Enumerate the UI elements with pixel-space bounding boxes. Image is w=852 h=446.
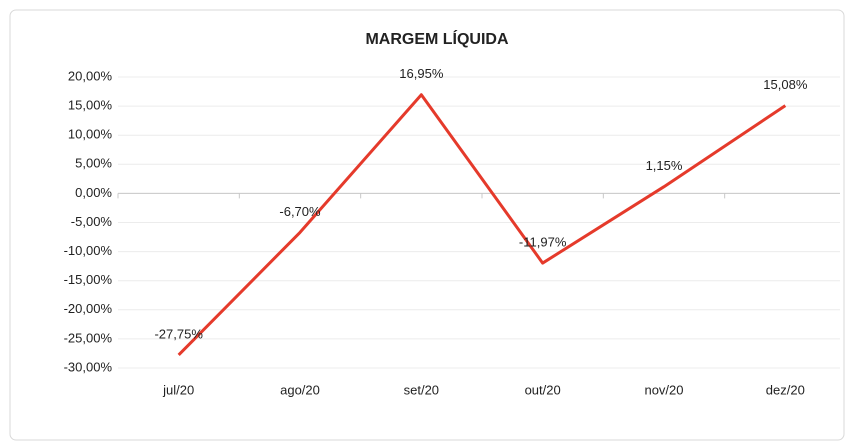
y-tick-label: 0,00%: [75, 185, 112, 200]
y-tick-label: 10,00%: [68, 127, 113, 142]
x-tick-label: set/20: [404, 382, 439, 397]
y-tick-label: 15,00%: [68, 98, 113, 113]
data-label: 1,15%: [646, 158, 683, 173]
y-tick-label: 20,00%: [68, 68, 113, 83]
y-tick-label: -20,00%: [64, 301, 113, 316]
chart-frame: [9, 9, 845, 441]
y-tick-label: -5,00%: [71, 214, 113, 229]
y-tick-label: -15,00%: [64, 272, 113, 287]
y-tick-label: -30,00%: [64, 359, 113, 374]
series-line: [177, 93, 787, 356]
x-tick-label: nov/20: [644, 382, 683, 397]
x-tick-label: jul/20: [162, 382, 194, 397]
data-label: -11,97%: [519, 235, 567, 250]
chart-title: MARGEM LÍQUIDA: [365, 29, 509, 48]
data-label: -27,75%: [154, 326, 203, 341]
data-label: -6,70%: [279, 204, 321, 219]
y-tick-label: -10,00%: [64, 243, 113, 258]
x-tick-label: ago/20: [280, 382, 320, 397]
data-label: 15,08%: [763, 77, 808, 92]
x-tick-label: dez/20: [766, 382, 805, 397]
y-tick-label: 5,00%: [75, 156, 112, 171]
y-tick-label: -25,00%: [64, 330, 113, 345]
data-label: 16,95%: [399, 66, 444, 81]
x-tick-label: out/20: [525, 382, 561, 397]
